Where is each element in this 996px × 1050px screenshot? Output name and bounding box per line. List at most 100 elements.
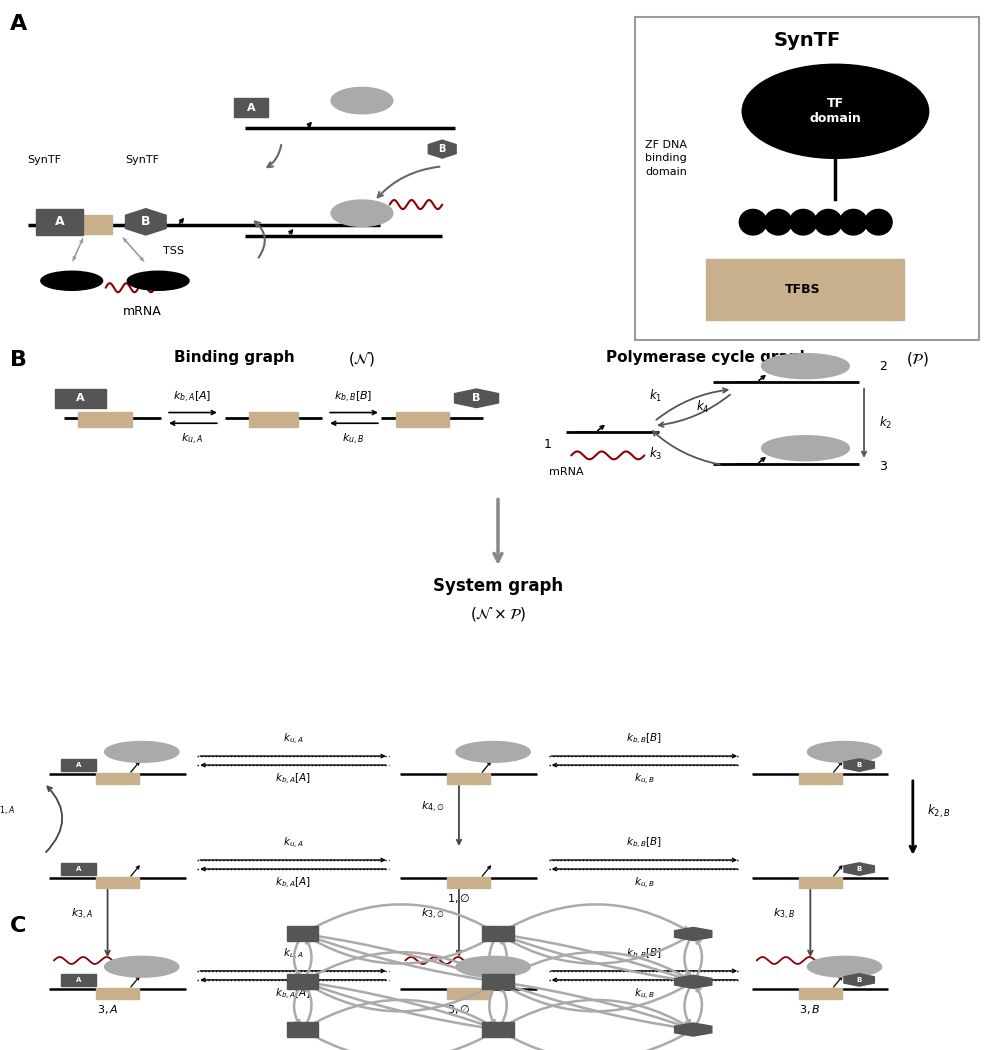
Bar [55,388,106,407]
Polygon shape [844,863,874,876]
Bar [61,973,96,986]
Text: $k_2$: $k_2$ [878,415,891,432]
Text: $k_{b,A}[A]$: $k_{b,A}[A]$ [275,876,311,891]
Text: SynTF: SynTF [773,30,841,49]
Text: $3, \emptyset$: $3, \emptyset$ [447,1003,471,1016]
Text: $k_{u,B}$: $k_{u,B}$ [343,433,365,447]
Text: $k_{u,A}$: $k_{u,A}$ [283,836,304,852]
Text: SynTF: SynTF [27,155,61,165]
Bar [66,215,112,234]
Bar [706,259,903,319]
Text: $k_{1,A}$: $k_{1,A}$ [0,803,15,818]
Text: System graph: System graph [433,576,563,594]
Bar [61,759,96,772]
Polygon shape [331,201,392,227]
Bar [287,1022,319,1037]
Text: $k_4$: $k_4$ [696,398,710,415]
Bar [447,773,490,783]
Ellipse shape [742,64,928,159]
Polygon shape [762,354,850,379]
Text: TFBS: TFBS [786,282,821,296]
Text: $(\mathcal{N} \times \mathcal{P})$: $(\mathcal{N} \times \mathcal{P})$ [470,605,526,624]
Bar [799,877,842,887]
Polygon shape [428,140,456,159]
Bar [96,987,138,999]
Polygon shape [808,957,881,978]
Text: B: B [857,976,862,983]
Bar [799,773,842,783]
Text: $k_{3,\emptyset}$: $k_{3,\emptyset}$ [420,907,444,922]
Polygon shape [456,957,530,978]
Circle shape [815,209,842,235]
Text: $3, B$: $3, B$ [800,1003,822,1016]
Text: A: A [76,394,85,403]
Text: $(\mathcal{N})$: $(\mathcal{N})$ [348,350,374,369]
Polygon shape [454,388,499,407]
Text: B: B [438,144,446,154]
Bar [287,974,319,989]
Text: 2: 2 [878,360,886,373]
Polygon shape [808,741,881,762]
Text: $k_{3,B}$: $k_{3,B}$ [774,907,796,922]
Text: 1: 1 [544,438,552,450]
Polygon shape [844,759,874,772]
Text: TF
domain: TF domain [810,98,862,125]
Bar [447,877,490,887]
Bar [79,412,131,427]
Text: Polymerase cycle graph: Polymerase cycle graph [606,350,810,365]
Text: B: B [472,394,481,403]
Text: $k_1$: $k_1$ [648,387,662,404]
Polygon shape [674,927,712,941]
Text: $(\mathcal{P})$: $(\mathcal{P})$ [906,350,929,369]
Bar [61,863,96,876]
Text: B: B [141,215,150,228]
Text: $k_{u,A}$: $k_{u,A}$ [181,433,203,447]
Circle shape [765,209,792,235]
Text: ZF DNA
binding
domain: ZF DNA binding domain [645,140,687,176]
Ellipse shape [41,271,103,290]
Polygon shape [105,741,179,762]
Polygon shape [762,436,850,461]
Text: $k_{b,B}[B]$: $k_{b,B}[B]$ [626,732,662,748]
Bar [287,926,319,942]
Text: A: A [55,215,64,228]
Text: $k_{4,\emptyset}$: $k_{4,\emptyset}$ [420,800,444,815]
Circle shape [840,209,867,235]
Text: 3: 3 [878,460,886,472]
Bar [395,412,449,427]
Text: $k_{b,A}[A]$: $k_{b,A}[A]$ [275,772,311,788]
Ellipse shape [127,271,189,290]
Bar [96,773,138,783]
Circle shape [790,209,817,235]
Bar [447,987,490,999]
Text: $k_{u,B}$: $k_{u,B}$ [634,987,654,1002]
Text: A: A [246,103,255,112]
Text: A: A [76,866,81,872]
Bar [482,926,514,942]
Text: C: C [10,917,26,937]
Text: $k_{3,A}$: $k_{3,A}$ [71,907,93,922]
Text: $k_{2,B}$: $k_{2,B}$ [927,802,951,819]
Polygon shape [331,87,392,113]
Text: Binding graph: Binding graph [174,350,295,365]
Bar [482,1022,514,1037]
Text: $k_{b,B}[B]$: $k_{b,B}[B]$ [335,391,373,405]
Text: B: B [10,350,27,370]
Text: $k_{u,A}$: $k_{u,A}$ [283,732,304,748]
Text: A: A [76,976,81,983]
Bar [249,412,298,427]
Text: A: A [76,762,81,768]
Text: SynTF: SynTF [125,155,159,165]
Circle shape [739,209,767,235]
Bar [233,98,268,118]
Text: $k_{b,B}[B]$: $k_{b,B}[B]$ [626,836,662,852]
Polygon shape [105,957,179,978]
Polygon shape [674,1023,712,1036]
Text: TSS: TSS [163,246,184,256]
Polygon shape [456,741,530,762]
Text: $k_{u,B}$: $k_{u,B}$ [634,876,654,891]
Polygon shape [125,209,166,235]
Text: $1, \emptyset$: $1, \emptyset$ [447,892,471,905]
Text: A: A [10,14,27,34]
Polygon shape [844,973,874,986]
